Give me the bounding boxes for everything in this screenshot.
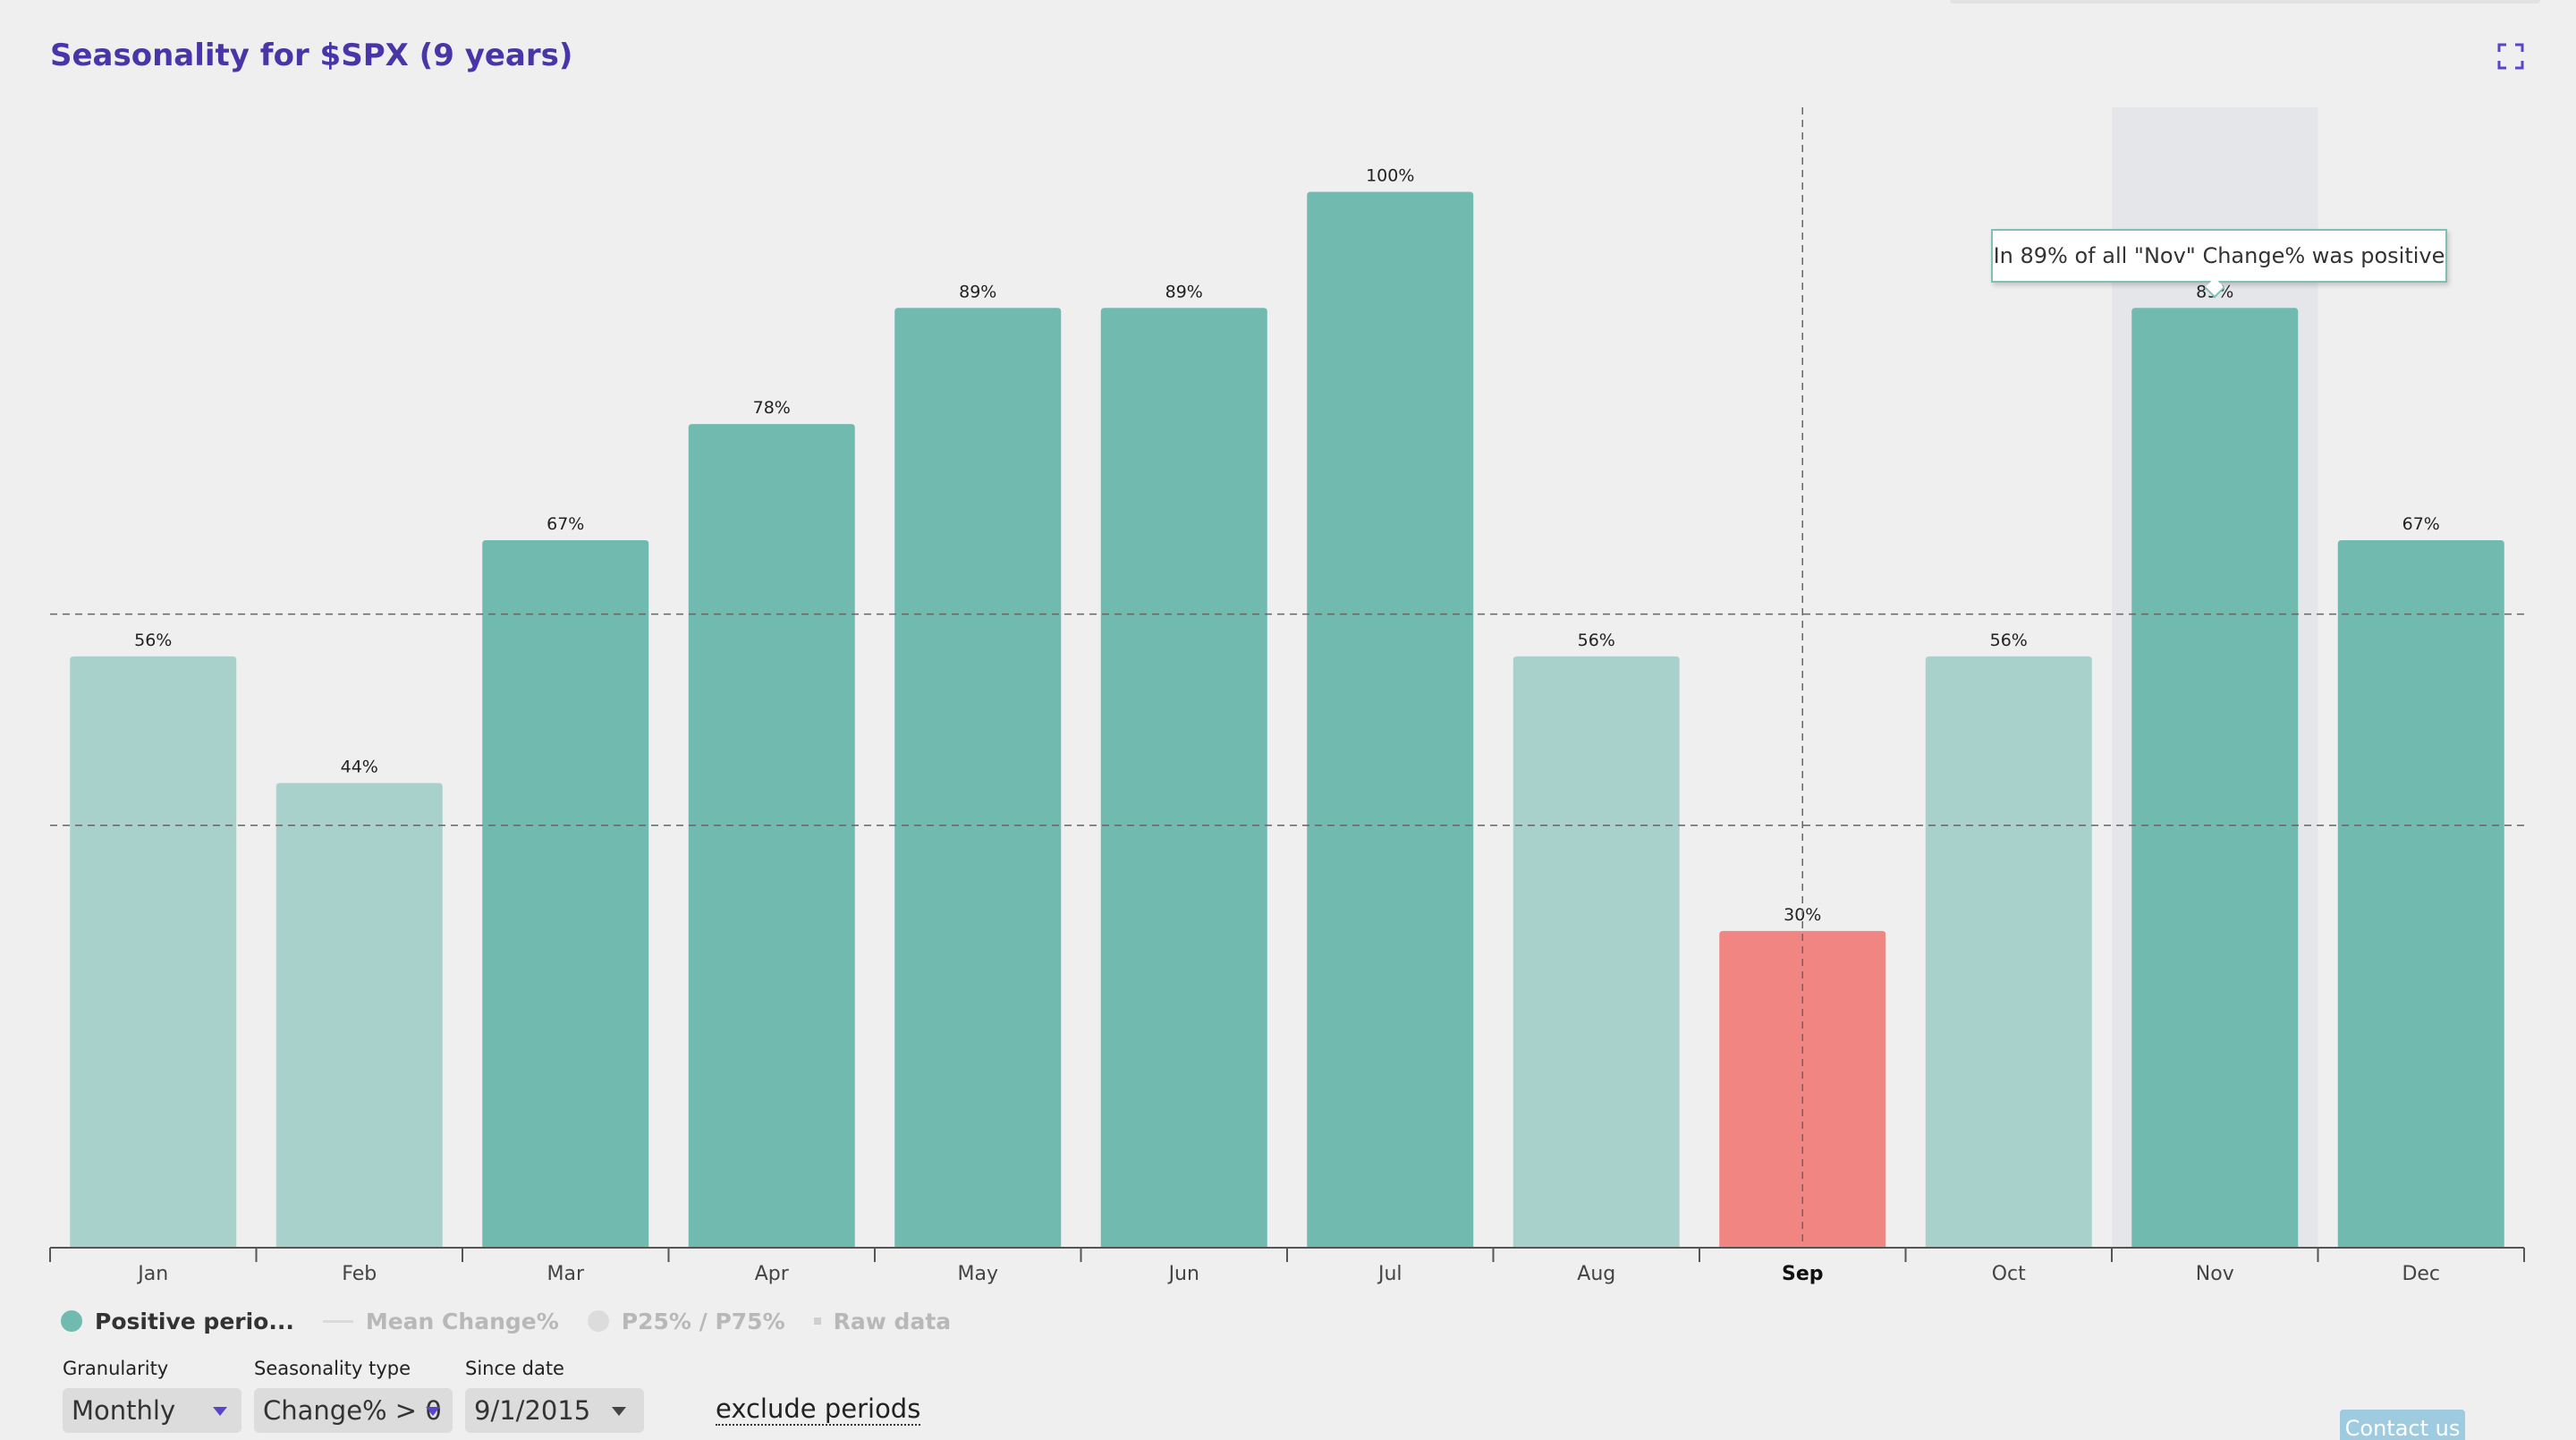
x-tick-label: Jan	[136, 1263, 168, 1285]
legend-line-icon	[322, 1319, 353, 1323]
x-tick-label: Apr	[755, 1263, 790, 1285]
data-label: 56%	[1990, 631, 2028, 650]
bar-mar	[482, 540, 649, 1248]
bar-oct	[1925, 656, 2092, 1248]
x-tick-label: Aug	[1577, 1263, 1615, 1285]
x-tick-label: Mar	[547, 1263, 584, 1285]
x-tick-label: Oct	[1992, 1263, 2026, 1285]
legend-item-percentiles[interactable]: P25% / P75%	[587, 1308, 785, 1334]
granularity-control: Granularity Monthly	[63, 1358, 242, 1433]
legend-item-mean[interactable]: Mean Change%	[322, 1308, 559, 1334]
data-label: 100%	[1366, 165, 1414, 185]
data-label: 44%	[341, 758, 378, 777]
since-date-label: Since date	[465, 1358, 564, 1379]
seasonality-chart: 56%44%67%78%89%89%100%56%30%56%89%67%Jan…	[49, 107, 2525, 1285]
top-strip	[1950, 0, 2540, 4]
seasonality-type-select[interactable]: Change% > 0	[254, 1388, 453, 1433]
x-tick-label: Nov	[2196, 1263, 2234, 1285]
data-label: 67%	[2402, 514, 2440, 534]
contact-us-button[interactable]: Contact us	[2340, 1410, 2465, 1440]
seasonality-type-value: Change% > 0	[263, 1395, 442, 1426]
legend-dot-icon	[61, 1310, 82, 1332]
bar-jan	[70, 656, 237, 1248]
granularity-select[interactable]: Monthly	[63, 1388, 242, 1433]
data-label: 56%	[1578, 631, 1615, 650]
legend-label: Positive perio...	[95, 1308, 294, 1334]
x-tick-label: Sep	[1782, 1263, 1824, 1285]
bar-jun	[1100, 308, 1267, 1248]
x-tick-label: Feb	[342, 1263, 377, 1285]
legend-item-positive[interactable]: Positive perio...	[61, 1309, 294, 1334]
chevron-down-icon	[612, 1407, 626, 1416]
data-label: 67%	[547, 514, 584, 534]
seasonality-type-label: Seasonality type	[254, 1358, 411, 1379]
x-tick-label: Jun	[1167, 1263, 1199, 1285]
bar-apr	[688, 424, 855, 1249]
granularity-value: Monthly	[72, 1395, 176, 1426]
bar-feb	[275, 783, 443, 1248]
chevron-down-icon	[426, 1407, 440, 1416]
since-date-control: Since date 9/1/2015	[465, 1358, 644, 1433]
chart-tooltip: In 89% of all "Nov" Change% was positive	[1991, 229, 2447, 283]
legend-label: P25% / P75%	[621, 1308, 785, 1334]
since-date-picker[interactable]: 9/1/2015	[465, 1388, 644, 1433]
x-tick-label: Jul	[1377, 1263, 1402, 1285]
data-label: 89%	[1165, 282, 1203, 301]
legend-label: Mean Change%	[365, 1308, 559, 1334]
x-tick-label: May	[958, 1263, 998, 1285]
legend-item-raw[interactable]: Raw data	[813, 1308, 952, 1334]
x-tick-label: Dec	[2402, 1263, 2440, 1285]
data-label: 78%	[753, 398, 791, 418]
exclude-periods-link[interactable]: exclude periods	[716, 1393, 921, 1426]
bar-jul	[1307, 191, 1474, 1248]
bar-dec	[2337, 540, 2504, 1248]
legend-square-icon	[813, 1317, 821, 1325]
page-title: Seasonality for $SPX (9 years)	[50, 38, 573, 73]
legend-label: Raw data	[833, 1308, 952, 1334]
seasonality-type-control: Seasonality type Change% > 0	[254, 1358, 453, 1433]
chevron-down-icon	[213, 1407, 227, 1416]
since-date-value: 9/1/2015	[474, 1395, 591, 1426]
bar-nov	[2131, 308, 2299, 1248]
bar-may	[894, 308, 1062, 1248]
legend-dot-icon	[587, 1310, 609, 1332]
chart-legend: Positive perio... Mean Change% P25% / P7…	[61, 1308, 963, 1334]
bar-aug	[1513, 656, 1680, 1248]
fullscreen-icon[interactable]	[2497, 43, 2524, 70]
data-label: 56%	[134, 631, 172, 650]
data-label: 89%	[959, 282, 996, 301]
granularity-label: Granularity	[63, 1358, 169, 1379]
